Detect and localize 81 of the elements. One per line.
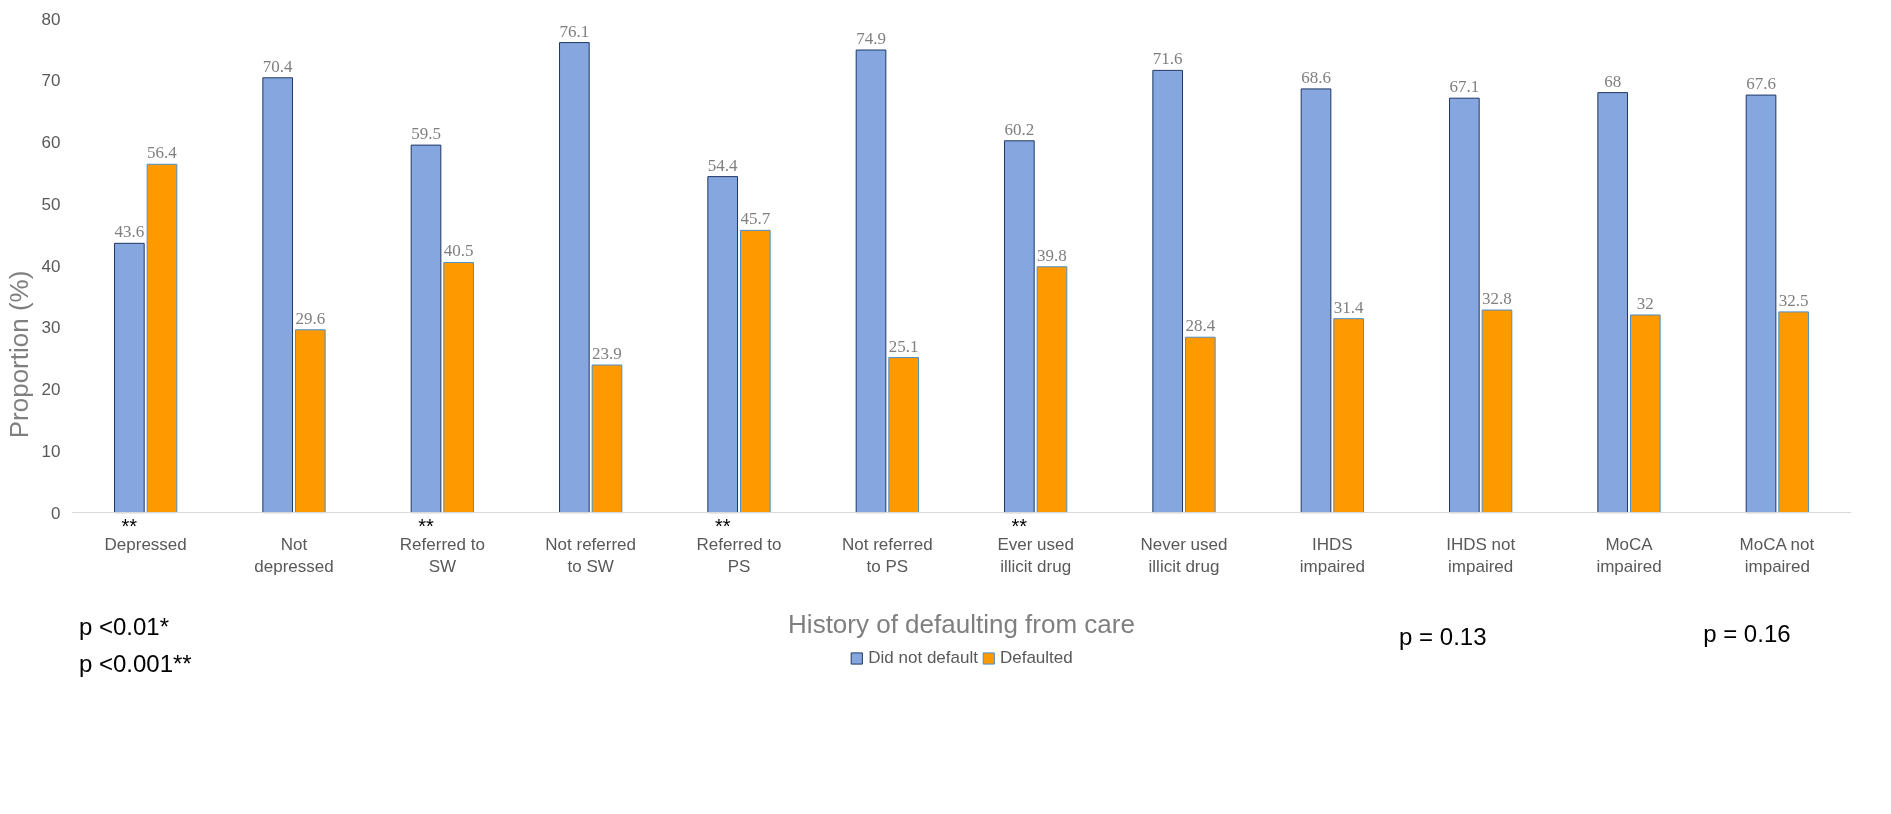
y-tick-label: 50 — [41, 194, 61, 214]
x-tick-label: MoCA not impaired — [1739, 534, 1815, 577]
bar — [559, 42, 590, 514]
x-tick-label: Referred to PS — [696, 534, 782, 577]
x-tick-label: Ever used illicit drug — [997, 534, 1074, 577]
bar — [1597, 92, 1629, 514]
y-tick-label: 80 — [41, 9, 61, 29]
bar — [294, 329, 326, 514]
bar — [443, 261, 474, 514]
bar — [1184, 336, 1216, 514]
data-label: 76.1 — [559, 21, 590, 41]
data-label: 70.4 — [262, 56, 294, 76]
x-tick-label: Not referred to PS — [841, 534, 933, 577]
bar — [1629, 314, 1661, 514]
y-axis-title: Proportion (%) — [3, 270, 34, 439]
annotation: ** — [1011, 514, 1028, 537]
data-label: 28.4 — [1185, 316, 1216, 336]
y-tick-label: 40 — [41, 256, 61, 276]
data-label: 32 — [1636, 293, 1654, 313]
data-label: 67.1 — [1449, 77, 1480, 97]
data-label: 56.4 — [147, 143, 178, 163]
y-tick-label: 10 — [41, 441, 61, 461]
data-label: 23.9 — [592, 344, 622, 363]
bar — [1004, 140, 1035, 514]
x-tick-label: Depressed — [104, 534, 187, 554]
y-tick-label: 30 — [41, 318, 61, 338]
bar — [855, 49, 887, 514]
data-label: 32.5 — [1778, 290, 1809, 310]
bar — [591, 364, 623, 514]
bar — [410, 144, 442, 514]
data-label: 31.4 — [1333, 297, 1365, 317]
data-label: 40.5 — [443, 241, 474, 261]
data-label: 39.8 — [1037, 245, 1067, 265]
x-tick-label: IHDS not impaired — [1446, 534, 1516, 577]
data-label: 74.9 — [856, 29, 886, 48]
text: p = 0.13 — [1399, 622, 1487, 650]
bar — [1333, 318, 1364, 514]
bar — [1152, 69, 1184, 514]
x-tick-label: Referred to SW — [399, 534, 485, 577]
data-label: 68.6 — [1301, 67, 1331, 87]
bar — [1036, 266, 1068, 514]
text: p <0.001** — [78, 650, 192, 678]
x-tick-label: Not depressed — [254, 534, 334, 577]
bar — [1745, 94, 1777, 514]
data-label: 25.1 — [888, 336, 919, 356]
x-axis-title: History of defaulting from care — [788, 609, 1135, 640]
data-label: 45.7 — [740, 209, 771, 229]
legend-label: Did not default — [868, 648, 978, 668]
y-tick-label: 0 — [51, 503, 61, 523]
x-tick-label: Never used illicit drug — [1140, 534, 1228, 577]
data-label: 43.6 — [114, 222, 145, 242]
data-label: 59.5 — [411, 124, 441, 144]
bar — [1778, 311, 1809, 514]
x-tick-label: Not referred to SW — [545, 534, 637, 577]
bar — [1300, 88, 1332, 514]
bar — [888, 357, 919, 514]
text: p = 0.16 — [1703, 619, 1791, 647]
data-label: 29.6 — [295, 308, 326, 328]
annotation: ** — [714, 514, 731, 537]
data-label: 68 — [1604, 71, 1622, 91]
text: p <0.01* — [78, 613, 170, 641]
data-label: 71.6 — [1152, 49, 1183, 69]
y-tick-label: 70 — [41, 71, 61, 91]
x-tick-label: MoCA impaired — [1596, 534, 1662, 577]
bar — [739, 229, 771, 514]
annotation: ** — [418, 514, 435, 537]
data-label: 32.8 — [1482, 289, 1512, 309]
data-label: 67.6 — [1746, 74, 1776, 94]
annotation: ** — [121, 514, 138, 537]
bar — [146, 163, 178, 514]
bar — [262, 77, 294, 514]
x-tick-label: IHDS impaired — [1299, 534, 1365, 577]
y-tick-label: 60 — [41, 133, 61, 153]
bar — [1481, 309, 1513, 514]
bar — [114, 242, 145, 514]
y-tick-label: 20 — [41, 380, 61, 400]
data-label: 60.2 — [1004, 119, 1035, 139]
data-label: 54.4 — [707, 155, 739, 175]
bar — [1449, 97, 1480, 514]
legend-label: Defaulted — [999, 648, 1073, 668]
bar — [707, 176, 739, 514]
